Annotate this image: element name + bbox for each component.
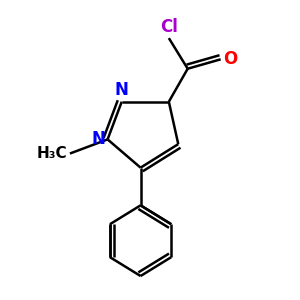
Text: N: N: [92, 130, 105, 148]
Text: O: O: [223, 50, 237, 68]
Text: Cl: Cl: [160, 18, 178, 36]
Text: H₃C: H₃C: [37, 146, 68, 161]
Text: N: N: [115, 81, 129, 99]
